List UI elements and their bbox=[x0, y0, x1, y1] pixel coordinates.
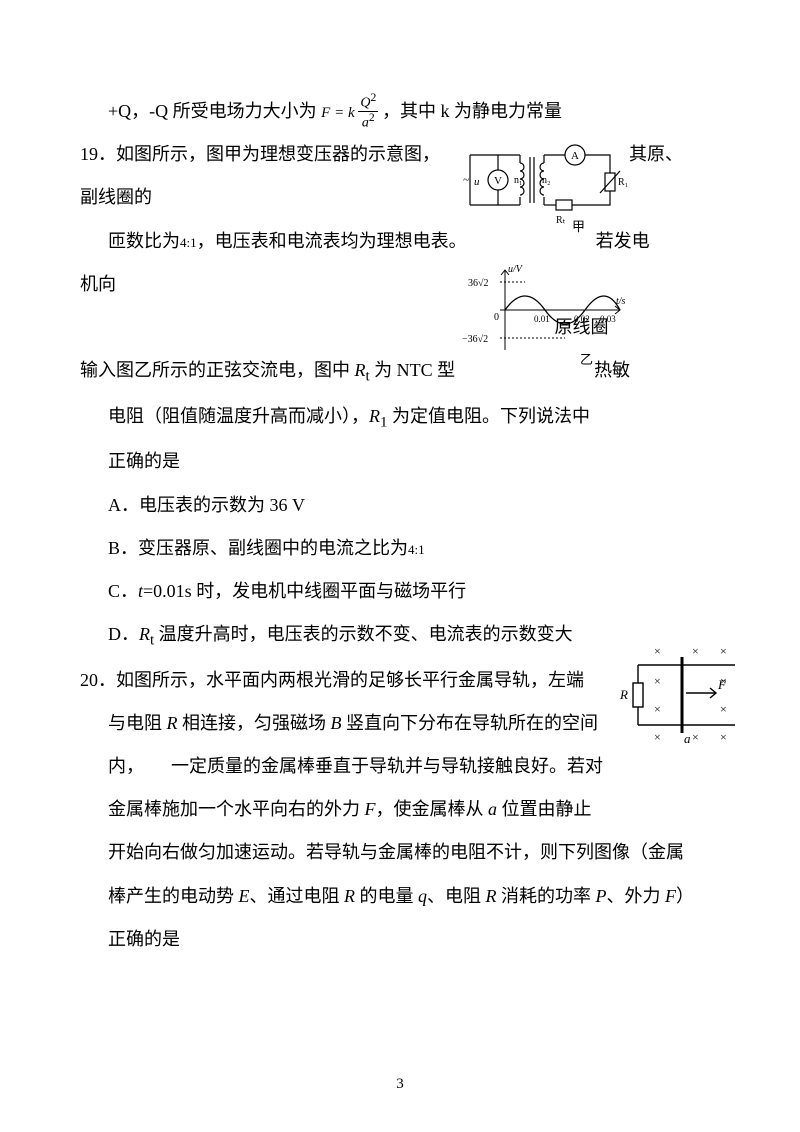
q19-optB: B．变压器原、副线圈中的电流之比为4:1 bbox=[80, 527, 720, 570]
svg-text:a: a bbox=[684, 731, 691, 746]
q20-line5: 开始向右做匀加速运动。若导轨与金属棒的电阻不计，则下列图像（金属 bbox=[80, 831, 720, 874]
svg-text:n₁: n₁ bbox=[514, 175, 523, 186]
svg-text:×: × bbox=[692, 644, 699, 658]
formula-eq: F = k Q2 a2 bbox=[321, 105, 382, 121]
svg-text:0: 0 bbox=[494, 312, 499, 323]
q20-line7: 正确的是 bbox=[80, 918, 720, 961]
svg-text:×: × bbox=[654, 644, 661, 658]
svg-text:n₂: n₂ bbox=[542, 175, 551, 186]
svg-text:×: × bbox=[692, 730, 699, 744]
q20-line6: 棒产生的电动势 E、通过电阻 R 的电量 q、电阻 R 消耗的功率 P、外力 F… bbox=[80, 875, 720, 918]
svg-text:0.02: 0.02 bbox=[574, 314, 590, 324]
formula-suffix: ，其中 k 为静电力常量 bbox=[382, 101, 562, 121]
q19-line8: 正确的是 bbox=[80, 440, 720, 483]
q19-line7: 电阻（阻值随温度升高而减小），R1 为定值电阻。下列说法中 bbox=[80, 395, 720, 441]
svg-text:u/V: u/V bbox=[508, 264, 524, 275]
svg-text:×: × bbox=[720, 644, 727, 658]
svg-text:甲: 甲 bbox=[572, 219, 585, 234]
svg-text:F: F bbox=[717, 677, 727, 692]
svg-text:~: ~ bbox=[463, 174, 469, 186]
q19-figure-transformer: ~ u V n₁ n₂ A R₁ Rₜ 甲 bbox=[460, 135, 630, 235]
svg-text:u: u bbox=[474, 176, 480, 188]
svg-text:36√2: 36√2 bbox=[468, 278, 489, 289]
svg-text:×: × bbox=[720, 702, 727, 716]
svg-text:R₁: R₁ bbox=[618, 177, 628, 188]
page-number: 3 bbox=[0, 1066, 800, 1102]
q20-num: 20． bbox=[80, 670, 116, 690]
q19-optA: A．电压表的示数为 36 V bbox=[80, 484, 720, 527]
q20-figure-rails: ××× ×× ×× ××× R F a bbox=[620, 635, 740, 755]
svg-text:×: × bbox=[720, 730, 727, 744]
fraction: Q2 a2 bbox=[358, 92, 378, 130]
q19-num: 19． bbox=[80, 144, 116, 164]
svg-text:t/s: t/s bbox=[616, 296, 626, 307]
q19-figure-sinewave: u/V 36√2 0 −36√2 0.01 0.02 0.03 t/s 乙 bbox=[460, 260, 630, 370]
svg-text:R: R bbox=[620, 687, 628, 702]
svg-text:V: V bbox=[494, 175, 502, 187]
svg-text:−36√2: −36√2 bbox=[462, 334, 488, 345]
svg-text:×: × bbox=[654, 674, 661, 688]
svg-text:0.01: 0.01 bbox=[534, 314, 550, 324]
svg-text:0.03: 0.03 bbox=[600, 314, 616, 324]
q19-optC: C．t=0.01s 时，发电机中线圈平面与磁场平行 bbox=[80, 570, 720, 613]
line-formula: +Q，-Q 所受电场力大小为 F = k Q2 a2 ，其中 k 为静电力常量 bbox=[80, 90, 720, 133]
svg-text:乙: 乙 bbox=[580, 352, 593, 367]
svg-text:A: A bbox=[571, 150, 579, 162]
formula-prefix: +Q，-Q 所受电场力大小为 bbox=[108, 101, 317, 121]
svg-text:×: × bbox=[654, 702, 661, 716]
q20-line4: 金属棒施加一个水平向右的外力 F，使金属棒从 a 位置由静止 bbox=[80, 788, 720, 831]
svg-text:Rₜ: Rₜ bbox=[556, 215, 566, 226]
svg-text:×: × bbox=[654, 730, 661, 744]
